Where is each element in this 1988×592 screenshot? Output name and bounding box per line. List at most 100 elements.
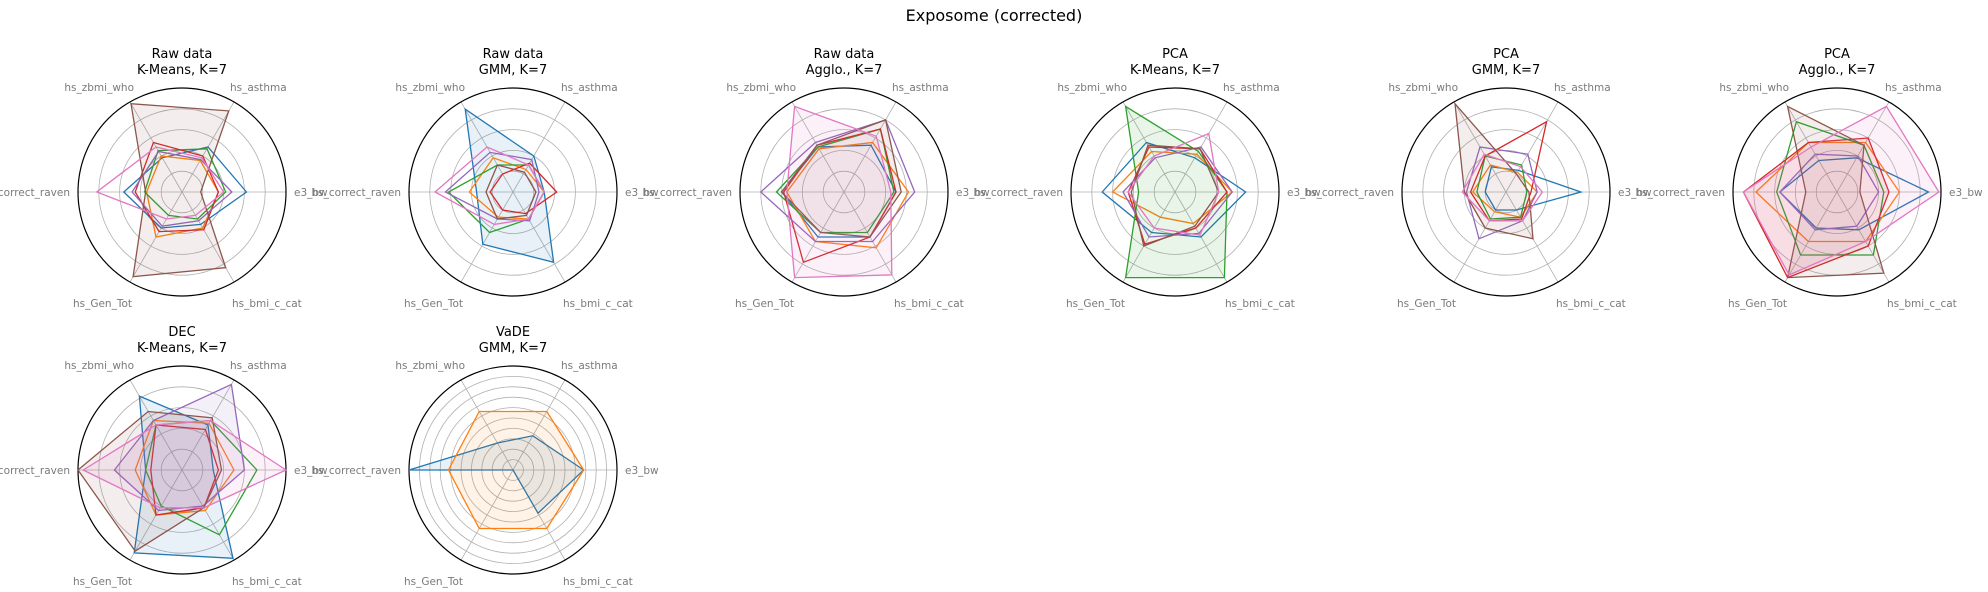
series-polygon-7 — [1461, 153, 1544, 222]
grid-spoke — [1505, 101, 1559, 193]
grid-spoke — [181, 469, 235, 561]
series-polygon-6 — [1130, 144, 1220, 247]
grid-spoke — [512, 379, 566, 471]
series-polygon-2 — [1111, 150, 1234, 225]
series-polygon-3 — [143, 148, 227, 220]
axis-label-hs-Gen-Tot: hs_Gen_Tot — [73, 576, 132, 588]
axis-label-hs-bmi-c-cat: hs_bmi_c_cat — [232, 298, 302, 310]
grid-spoke — [1453, 191, 1507, 283]
series-polygon-3 — [1476, 155, 1528, 220]
series-polygon-5 — [1122, 146, 1234, 238]
series-polygon-1 — [408, 435, 585, 515]
series-polygon-5 — [131, 150, 233, 227]
polar-frame — [1732, 87, 1942, 297]
axis-label-hs-asthma: hs_asthma — [230, 360, 287, 372]
series-polygon-4 — [134, 141, 220, 233]
chart-title-line1: Raw data — [152, 47, 213, 62]
chart-title-line1: PCA — [1824, 47, 1850, 62]
figure-suptitle: Exposome (corrected) — [905, 6, 1083, 25]
axis-label-hs-correct-raven: hs_correct_raven — [0, 187, 70, 199]
axis-label-hs-asthma: hs_asthma — [230, 82, 287, 94]
axis-label-hs-correct-raven: hs_correct_raven — [312, 465, 401, 477]
series-polygon-1 — [1101, 141, 1247, 238]
axis-label-e3-bw: e3_bw — [1949, 187, 1983, 199]
axis-label-hs-Gen-Tot: hs_Gen_Tot — [1397, 298, 1456, 310]
grid-spoke — [843, 101, 897, 193]
axis-label-e3-bw: e3_bw — [1287, 187, 1321, 199]
axis-label-hs-bmi-c-cat: hs_bmi_c_cat — [1225, 298, 1295, 310]
axis-label-hs-Gen-Tot: hs_Gen_Tot — [1066, 298, 1125, 310]
axis-label-hs-bmi-c-cat: hs_bmi_c_cat — [563, 576, 633, 588]
axis-label-e3-bw: e3_bw — [625, 187, 659, 199]
series-polygon-6 — [485, 164, 537, 220]
axis-label-e3-bw: e3_bw — [956, 187, 990, 199]
axis-label-hs-correct-raven: hs_correct_raven — [643, 187, 732, 199]
chart-title-line2: K-Means, K=7 — [137, 341, 227, 356]
axis-label-hs-bmi-c-cat: hs_bmi_c_cat — [1887, 298, 1957, 310]
series-polygon-7 — [1127, 132, 1220, 236]
chart-title-line2: Agglo., K=7 — [806, 63, 883, 78]
axis-label-e3-bw: e3_bw — [294, 465, 328, 477]
chart-title-line1: VaDE — [496, 325, 530, 340]
axis-label-hs-asthma: hs_asthma — [561, 82, 618, 94]
series-polygon-7 — [1742, 105, 1940, 276]
axis-label-hs-bmi-c-cat: hs_bmi_c_cat — [563, 298, 633, 310]
polar-frame — [1070, 87, 1280, 297]
axis-label-e3-bw: e3_bw — [625, 465, 659, 477]
axis-label-hs-asthma: hs_asthma — [892, 82, 949, 94]
axis-label-hs-bmi-c-cat: hs_bmi_c_cat — [232, 576, 302, 588]
series-polygon-2 — [447, 410, 585, 530]
grid-spoke — [1836, 191, 1890, 283]
grid-spoke — [460, 191, 514, 283]
chart-title-line1: DEC — [168, 325, 195, 340]
axis-label-hs-zbmi-who: hs_zbmi_who — [395, 82, 465, 94]
chart-title-line2: GMM, K=7 — [1472, 63, 1540, 78]
grid-spoke — [1505, 191, 1559, 283]
chart-title-line2: Agglo., K=7 — [1799, 63, 1876, 78]
axis-label-hs-zbmi-who: hs_zbmi_who — [64, 360, 134, 372]
series-polygon-6 — [130, 102, 230, 278]
axis-label-hs-correct-raven: hs_correct_raven — [0, 465, 70, 477]
axis-label-hs-Gen-Tot: hs_Gen_Tot — [404, 576, 463, 588]
chart-title-line1: Raw data — [814, 47, 875, 62]
series-polygon-2 — [134, 419, 235, 516]
series-polygon-5 — [113, 383, 246, 512]
axis-label-hs-Gen-Tot: hs_Gen_Tot — [404, 298, 463, 310]
series-polygon-6 — [1786, 105, 1885, 279]
axis-label-hs-Gen-Tot: hs_Gen_Tot — [735, 298, 794, 310]
grid-spoke — [460, 469, 514, 561]
axis-label-hs-zbmi-who: hs_zbmi_who — [64, 82, 134, 94]
axis-label-hs-correct-raven: hs_correct_raven — [1305, 187, 1394, 199]
axis-label-hs-Gen-Tot: hs_Gen_Tot — [1728, 298, 1787, 310]
series-polygon-4 — [489, 162, 558, 215]
chart-title-line1: PCA — [1162, 47, 1188, 62]
grid-spoke — [512, 191, 566, 283]
polar-frame — [408, 87, 618, 297]
chart-title-line1: PCA — [1493, 47, 1519, 62]
polar-frame — [1401, 87, 1611, 297]
grid-spoke — [460, 379, 514, 471]
axis-label-hs-zbmi-who: hs_zbmi_who — [1719, 82, 1789, 94]
series-polygon-6 — [780, 119, 902, 238]
chart-title-line1: Raw data — [483, 47, 544, 62]
polar-frame — [77, 87, 287, 297]
series-polygon-5 — [1778, 153, 1880, 231]
polar-frame — [739, 87, 949, 297]
grid-spoke — [1784, 191, 1838, 283]
axis-label-hs-asthma: hs_asthma — [1223, 82, 1280, 94]
series-polygon-3 — [1124, 105, 1228, 279]
axis-label-hs-correct-raven: hs_correct_raven — [974, 187, 1063, 199]
axis-label-hs-correct-raven: hs_correct_raven — [312, 187, 401, 199]
series-polygon-7 — [81, 419, 288, 509]
chart-title-line2: GMM, K=7 — [479, 63, 547, 78]
axis-label-hs-Gen-Tot: hs_Gen_Tot — [73, 298, 132, 310]
